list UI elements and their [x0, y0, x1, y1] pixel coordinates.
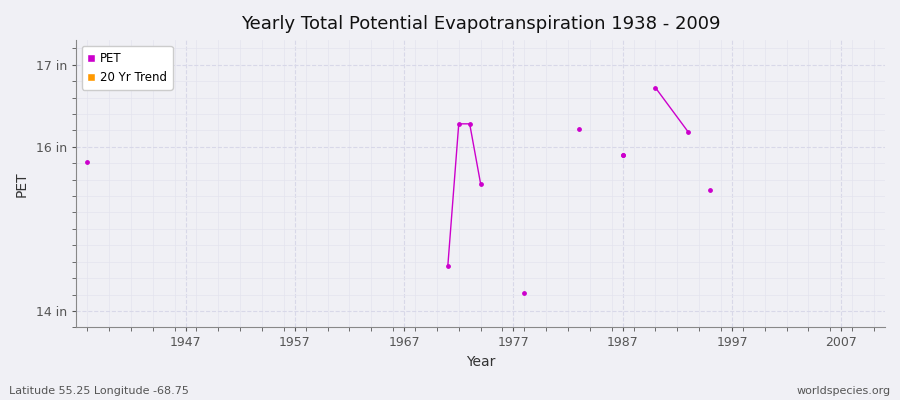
- Point: [703, 187, 717, 194]
- Point: [616, 152, 630, 158]
- Text: worldspecies.org: worldspecies.org: [796, 386, 891, 396]
- Point: [463, 121, 477, 127]
- Y-axis label: PET: PET: [15, 171, 29, 196]
- Title: Yearly Total Potential Evapotranspiration 1938 - 2009: Yearly Total Potential Evapotranspiratio…: [241, 15, 720, 33]
- Point: [473, 180, 488, 187]
- Point: [80, 158, 94, 165]
- Point: [518, 290, 532, 296]
- Point: [616, 152, 630, 158]
- Point: [681, 129, 696, 135]
- Point: [441, 263, 455, 269]
- Point: [452, 121, 466, 127]
- Point: [648, 84, 662, 91]
- X-axis label: Year: Year: [466, 355, 495, 369]
- Point: [572, 126, 586, 132]
- Text: Latitude 55.25 Longitude -68.75: Latitude 55.25 Longitude -68.75: [9, 386, 189, 396]
- Legend: PET, 20 Yr Trend: PET, 20 Yr Trend: [82, 46, 173, 90]
